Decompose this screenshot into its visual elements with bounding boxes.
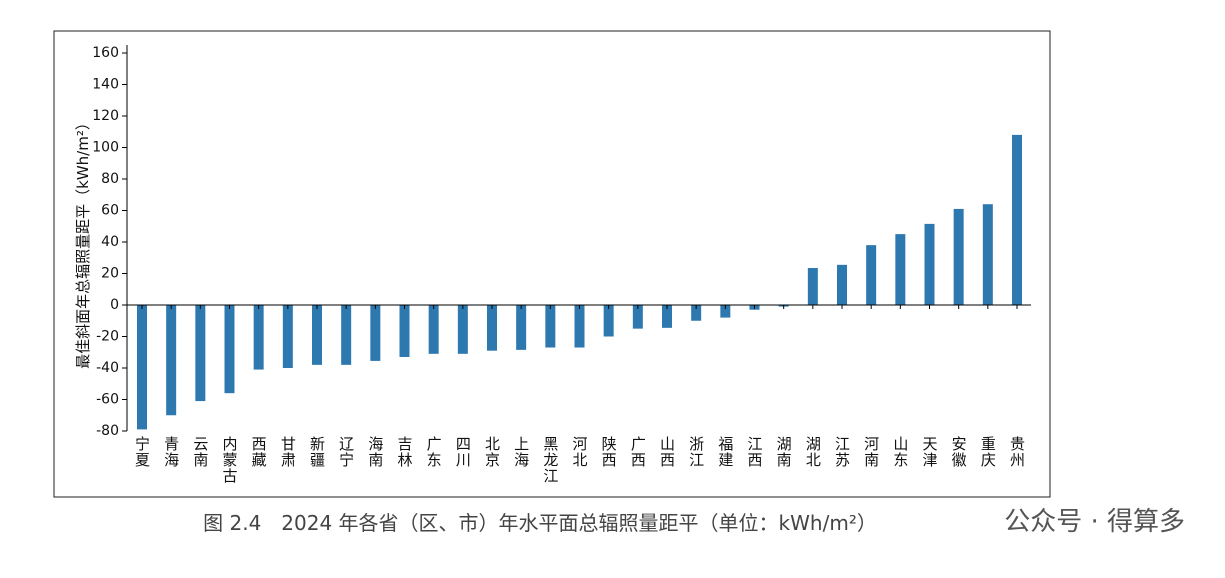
caption: 图 2.4 2024 年各省（区、市）年水平面总辐照量距平（单位：kWh/m²）	[203, 511, 877, 535]
bar	[195, 305, 206, 402]
x-tick-label: 湖北	[804, 436, 822, 468]
x-tick-label: 重庆	[979, 436, 997, 468]
y-tick-label: -20	[96, 329, 119, 345]
x-tick-label: 江苏	[833, 436, 851, 468]
bar	[866, 245, 877, 305]
bar	[720, 305, 731, 318]
y-tick-label: 60	[101, 203, 119, 219]
x-tick-label: 陕西	[600, 436, 618, 468]
bar	[370, 305, 381, 361]
x-tick-label: 新疆	[308, 436, 326, 468]
y-tick-label: 100	[92, 140, 119, 156]
bar	[545, 305, 556, 348]
y-tick-label: 0	[110, 297, 119, 313]
bar	[341, 305, 352, 365]
x-tick-label: 江西	[746, 436, 764, 468]
y-tick-label: -40	[96, 360, 119, 376]
x-tick-label: 贵州	[1008, 436, 1026, 468]
bar	[224, 305, 235, 394]
bar	[399, 305, 410, 357]
x-tick-label: 内蒙古	[221, 436, 239, 484]
x-tick-label: 西藏	[250, 436, 268, 468]
bar	[632, 305, 643, 329]
bar	[1012, 134, 1022, 305]
x-tick-label: 山东	[891, 436, 909, 468]
x-tick-label: 青海	[162, 436, 180, 468]
x-tick-label: 河南	[862, 436, 880, 468]
bar	[895, 234, 906, 305]
y-tick-label: 140	[92, 77, 119, 93]
bar	[166, 305, 177, 416]
x-tick-label: 吉林	[396, 436, 414, 468]
bar	[574, 305, 585, 348]
x-tick-label: 安徽	[950, 436, 968, 468]
x-tick-label: 云南	[191, 436, 209, 468]
bar	[428, 305, 439, 354]
x-tick-label: 辽宁	[337, 436, 355, 468]
y-tick-label: 160	[92, 45, 119, 61]
bar	[487, 305, 497, 351]
bar	[516, 305, 527, 350]
x-tick-label: 山西	[658, 436, 676, 468]
x-tick-label: 北京	[483, 436, 501, 468]
bar	[253, 305, 264, 370]
bar	[924, 223, 935, 305]
x-tick-label: 甘肃	[279, 436, 297, 468]
x-tick-label: 海南	[366, 436, 384, 468]
y-tick-label: -60	[96, 392, 119, 408]
y-tick-label: -80	[96, 423, 119, 439]
bar	[837, 264, 847, 305]
bar	[953, 208, 964, 305]
x-tick-label: 福建	[716, 436, 734, 468]
x-tick-label: 黑龙江	[541, 436, 559, 484]
x-tick-label: 四川	[454, 436, 472, 468]
x-tick-label: 广西	[629, 436, 647, 468]
x-tick-label: 天津	[921, 436, 939, 468]
y-tick-label: 80	[101, 171, 119, 187]
watermark: 公众号 · 得算多	[1004, 507, 1185, 537]
x-tick-label: 河北	[571, 436, 589, 468]
x-tick-label: 湖南	[775, 436, 793, 468]
y-tick-label: 120	[92, 108, 119, 124]
x-tick-label: 上海	[512, 436, 530, 468]
bar	[457, 305, 468, 354]
bar	[982, 204, 993, 305]
x-tick-label: 浙江	[687, 436, 705, 468]
y-tick-label: 20	[101, 266, 119, 282]
bar	[807, 267, 818, 305]
bar	[312, 305, 322, 365]
bar	[662, 305, 672, 328]
bar	[603, 305, 614, 337]
bar	[691, 305, 702, 321]
y-tick-label: 40	[101, 234, 119, 250]
chart-frame	[53, 30, 1051, 498]
x-tick-label: 广东	[425, 436, 443, 468]
bar	[282, 305, 293, 368]
y-axis-label: 最佳斜面年总辐照量距平（kWh/m²）	[74, 115, 92, 369]
x-tick-label: 宁夏	[133, 436, 151, 468]
bar	[137, 305, 147, 430]
